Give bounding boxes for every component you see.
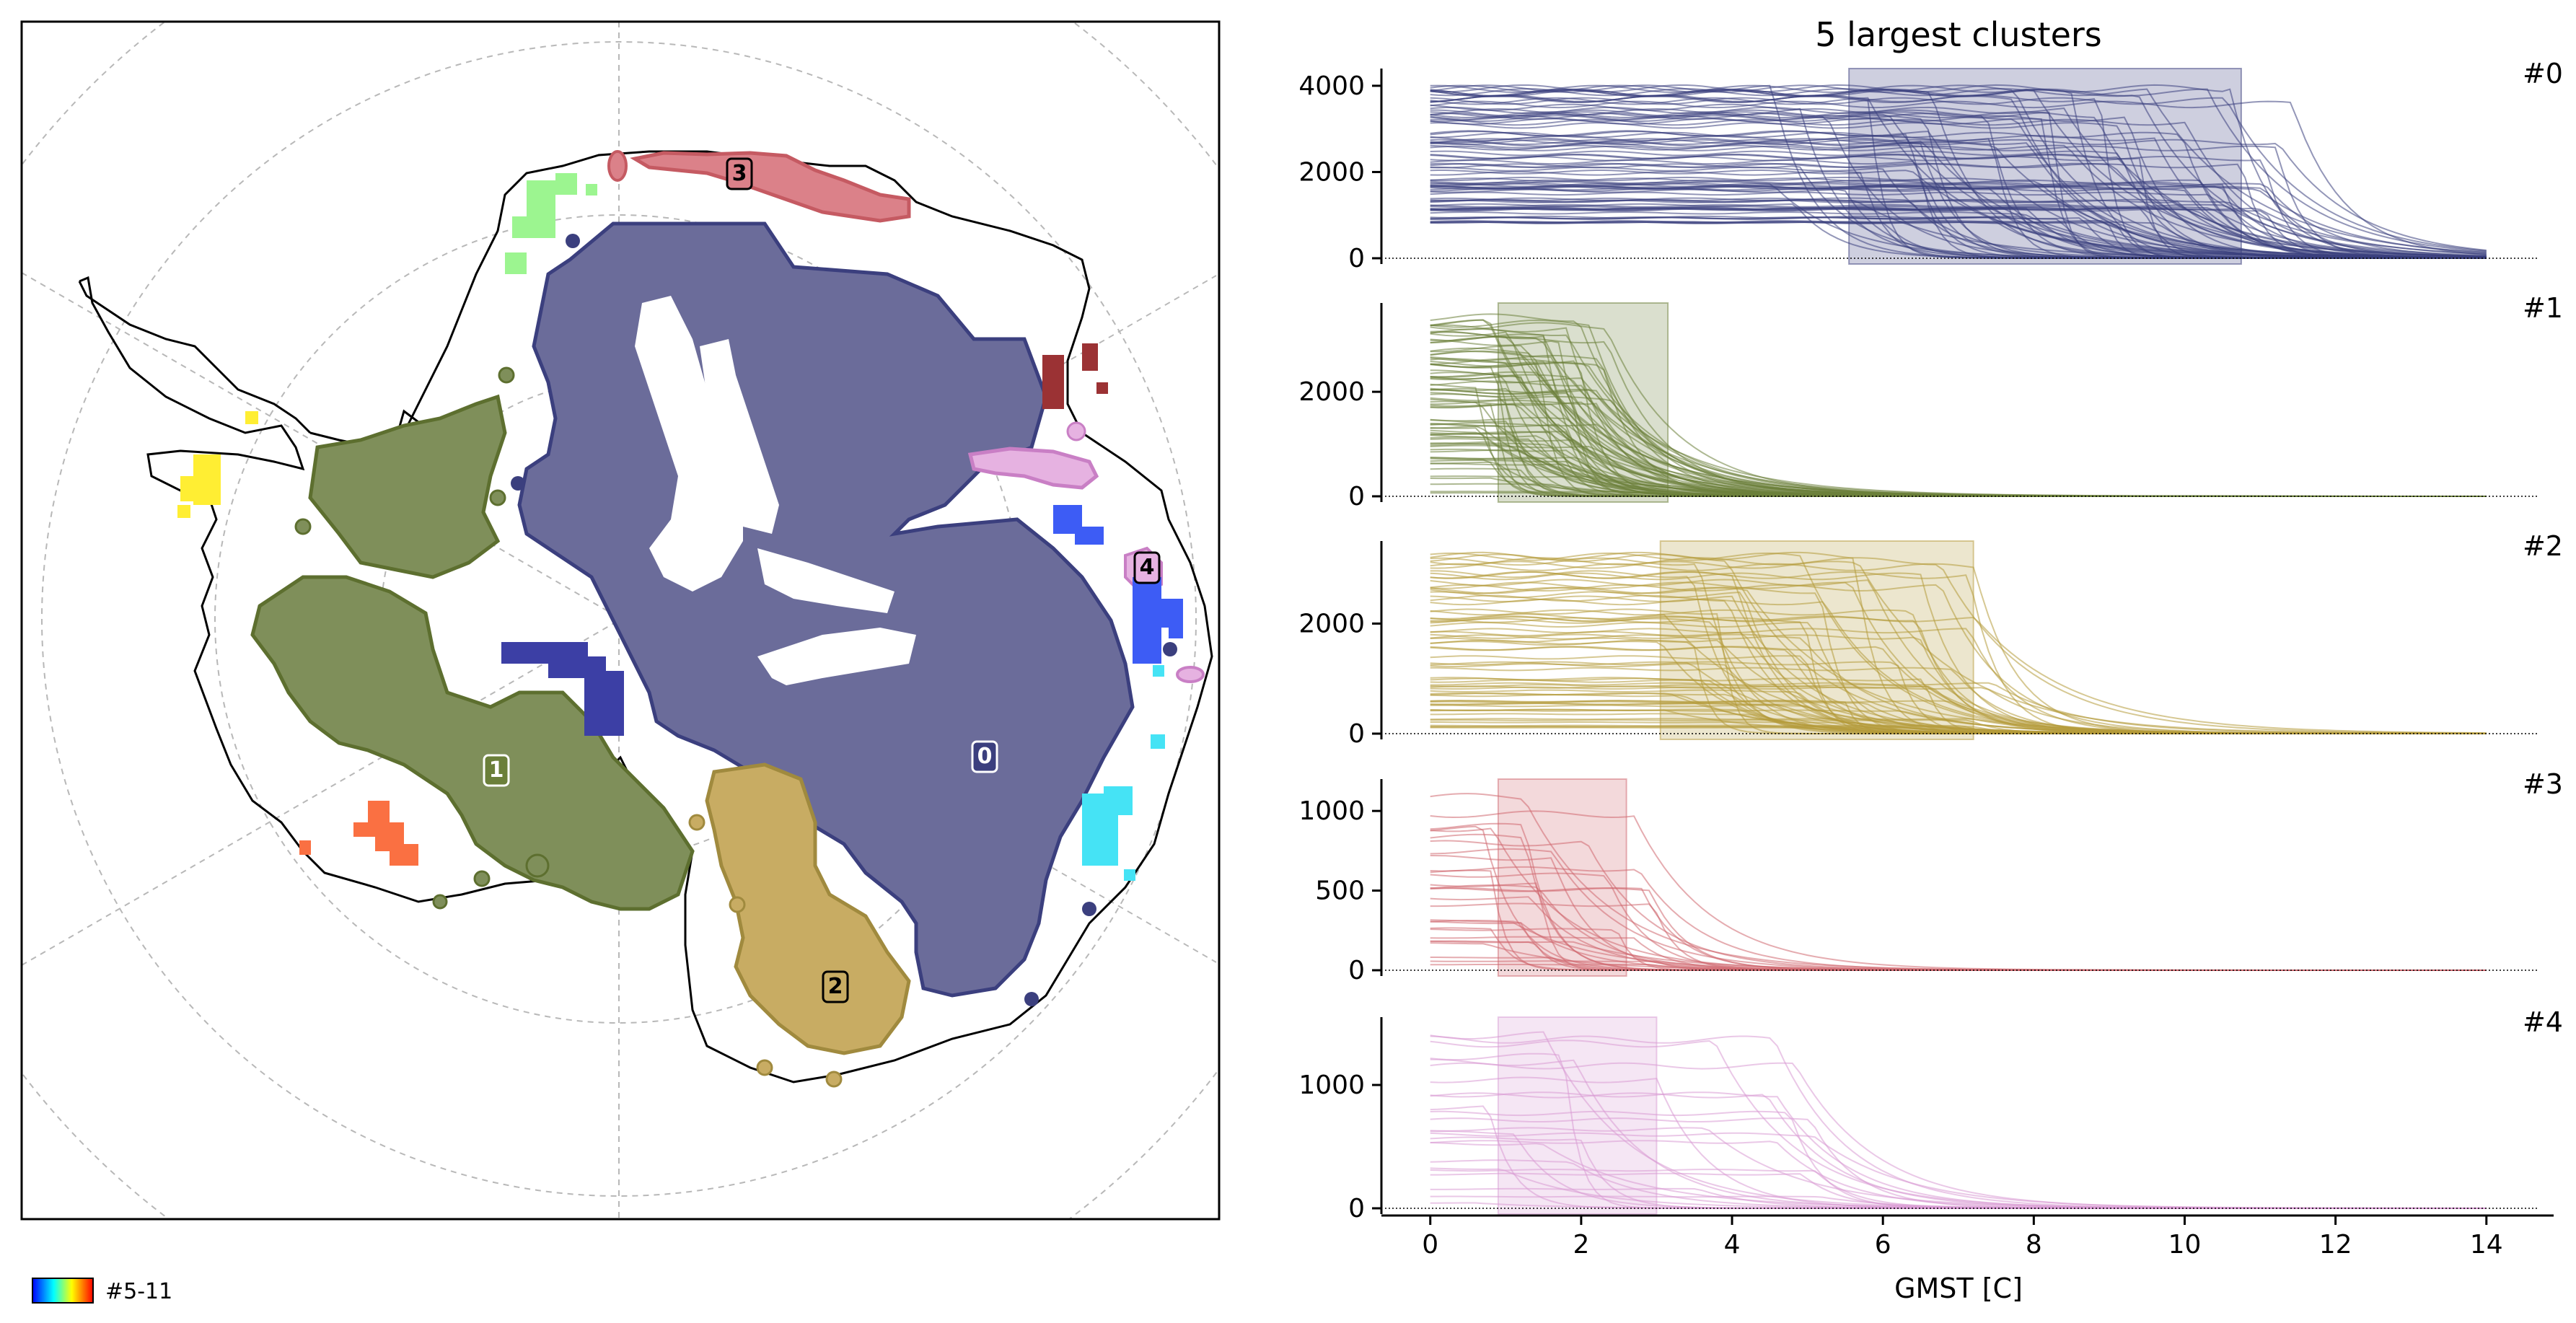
panel-0-line bbox=[1430, 100, 2487, 256]
panel-0-line bbox=[1430, 203, 2487, 259]
x-tick-label: 10 bbox=[2168, 1230, 2202, 1260]
panel-3-label: #3 bbox=[2523, 768, 2563, 800]
map-body: 0 1 2 3 4 bbox=[22, 22, 1219, 1219]
panel-4-series bbox=[1430, 1031, 2487, 1209]
panel-0-y-tick-label: 2000 bbox=[1298, 157, 1365, 187]
panel-1-y-tick-label: 0 bbox=[1348, 482, 1365, 511]
panel-1: 0 2000 #1 bbox=[1298, 292, 2563, 511]
panel-3-y-tick-label: 0 bbox=[1348, 956, 1365, 985]
panel-2-series bbox=[1430, 551, 2487, 734]
cluster-3-islet bbox=[607, 150, 628, 182]
map-frame bbox=[20, 20, 1221, 1221]
panel-0-line bbox=[1430, 145, 2487, 259]
panels-group: 0 2000 4000 #0 0 2000 #1 0 2000 #2 0 500 1000 #3 0 1000… bbox=[1298, 58, 2563, 1223]
panel-1-label: #1 bbox=[2523, 292, 2563, 324]
panel-0-series bbox=[1430, 84, 2487, 259]
cluster-0-gap-2 bbox=[700, 339, 779, 534]
minor-clusters bbox=[177, 173, 1183, 1088]
cluster-2-region bbox=[705, 762, 911, 1055]
panel-3-y-tick-label: 500 bbox=[1315, 876, 1365, 906]
cluster-label-1: 1 bbox=[483, 754, 510, 787]
panel-2-label: #2 bbox=[2523, 530, 2563, 562]
x-axis: 0 2 4 6 8 10 12 14 bbox=[1381, 1214, 2554, 1260]
x-tick-label: 4 bbox=[1724, 1230, 1741, 1260]
panel-3-line bbox=[1430, 827, 2487, 971]
chart-title: 5 largest clusters bbox=[1815, 15, 2102, 54]
panel-0-line bbox=[1430, 111, 2487, 259]
svg-text:2: 2 bbox=[828, 974, 843, 999]
panel-3-y-tick-label: 1000 bbox=[1298, 796, 1365, 826]
panel-2-y-tick-label: 2000 bbox=[1298, 609, 1365, 638]
cluster-label-0: 0 bbox=[971, 740, 998, 773]
svg-text:0: 0 bbox=[977, 744, 993, 769]
coastline-peninsula bbox=[78, 281, 312, 434]
x-tick-label: 0 bbox=[1422, 1230, 1438, 1260]
map-legend: #5-11 bbox=[32, 1278, 172, 1304]
svg-text:1: 1 bbox=[489, 757, 504, 783]
cluster-0-gap-3 bbox=[757, 628, 916, 685]
panel-1-y-tick-label: 2000 bbox=[1298, 377, 1365, 407]
cluster-0-gap-4 bbox=[757, 548, 894, 613]
panel-4-label: #4 bbox=[2523, 1006, 2563, 1038]
panel-2-y-tick-label: 0 bbox=[1348, 719, 1365, 749]
panel-0-line bbox=[1430, 97, 2487, 252]
panel-0-line bbox=[1430, 185, 2487, 258]
antarctica-cluster-map: 0 1 2 3 4 #5-11 bbox=[20, 20, 1221, 1304]
x-tick-label: 12 bbox=[2319, 1230, 2352, 1260]
x-axis-label: GMST [C] bbox=[1894, 1273, 2023, 1304]
cluster-1-region bbox=[308, 394, 507, 579]
panel-3: 0 500 1000 #3 bbox=[1298, 768, 2563, 985]
panel-0-y-tick-label: 4000 bbox=[1298, 71, 1365, 101]
panel-4-y-tick-label: 0 bbox=[1348, 1194, 1365, 1223]
x-tick-label: 6 bbox=[1875, 1230, 1891, 1260]
panel-0-line bbox=[1430, 84, 2487, 259]
cluster-4-islet bbox=[1176, 666, 1205, 683]
svg-text:3: 3 bbox=[732, 161, 747, 186]
panel-0-line bbox=[1430, 188, 2487, 259]
legend-label: #5-11 bbox=[105, 1279, 172, 1304]
panel-0: 0 2000 4000 #0 bbox=[1298, 58, 2563, 273]
cluster-label-3: 3 bbox=[726, 157, 753, 190]
panel-0-line bbox=[1430, 118, 2487, 258]
panel-4-y-tick-label: 1000 bbox=[1298, 1071, 1365, 1100]
panel-4: 0 1000 #4 bbox=[1298, 1006, 2563, 1223]
panel-0-line bbox=[1430, 208, 2487, 259]
panel-0-line bbox=[1430, 142, 2487, 259]
panel-2-line bbox=[1430, 641, 2487, 734]
legend-colormap-swatch bbox=[32, 1278, 94, 1304]
panel-0-y-tick-label: 0 bbox=[1348, 244, 1365, 273]
cluster-label-4: 4 bbox=[1133, 551, 1161, 584]
panel-0-label: #0 bbox=[2523, 58, 2563, 89]
panel-1-line bbox=[1430, 417, 2487, 497]
panel-4-line bbox=[1430, 1159, 2487, 1209]
svg-text:4: 4 bbox=[1140, 555, 1155, 580]
panel-2: 0 2000 #2 bbox=[1298, 530, 2563, 749]
cluster-3-region bbox=[630, 151, 911, 223]
x-tick-label: 14 bbox=[2470, 1230, 2503, 1260]
x-tick-label: 8 bbox=[2026, 1230, 2042, 1260]
cluster-1-region-2 bbox=[250, 575, 695, 911]
panel-0-line bbox=[1430, 84, 2487, 258]
cluster-label-2: 2 bbox=[822, 970, 849, 1003]
panel-0-line bbox=[1430, 211, 2487, 259]
cluster-0-gap bbox=[635, 296, 743, 592]
x-tick-label: 2 bbox=[1573, 1230, 1589, 1260]
panel-1-series bbox=[1430, 313, 2487, 497]
panel-0-line bbox=[1430, 88, 2487, 253]
cluster-4-region bbox=[967, 447, 1099, 490]
